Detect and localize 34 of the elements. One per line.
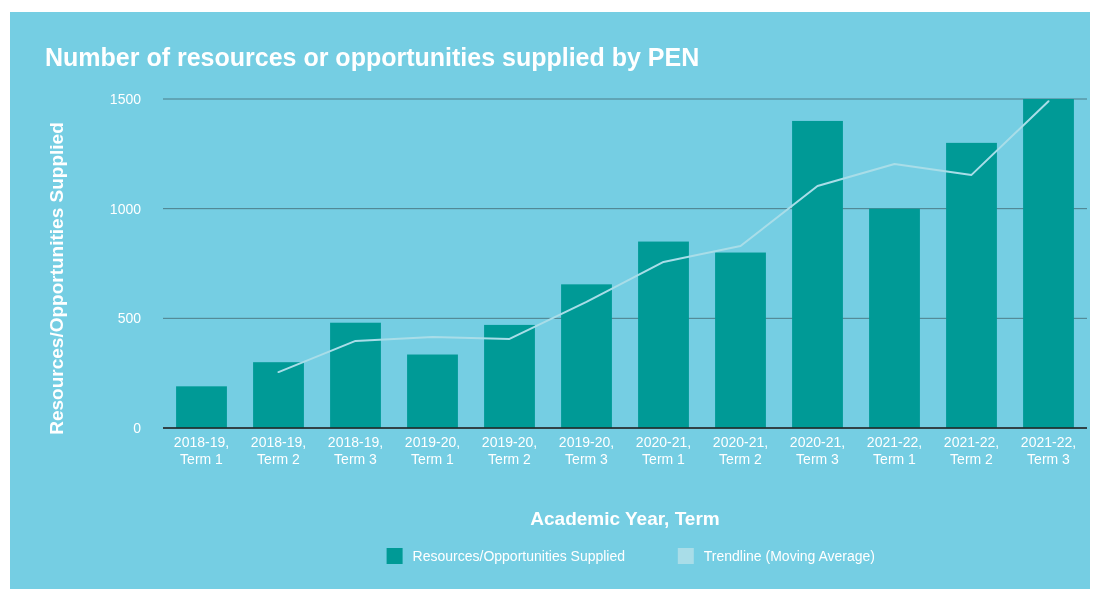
x-tick-label: 2021-22, Term 3 [1020,434,1077,467]
bar [407,354,458,428]
x-tick-label: 2020-21, Term 1 [635,434,692,467]
legend-label: Resources/Opportunities Supplied [412,547,626,564]
bar [484,324,535,428]
x-axis-title: Academic Year, Term [530,508,720,529]
x-tick-label: 2021-22, Term 1 [866,434,923,467]
y-tick-label: 1000 [109,200,142,217]
y-axis-title: Resources/Opportunities Supplied [46,122,67,435]
x-tick-label: 2019-20, Term 1 [404,434,461,467]
x-tick-label: 2021-22, Term 2 [943,434,1000,467]
y-tick-label: 500 [117,310,142,327]
x-tick-label: 2018-19, Term 2 [250,434,307,467]
y-tick-label: 0 [133,419,142,436]
y-tick-label: 1500 [109,90,142,107]
x-tick-label: 2018-19, Term 1 [173,434,230,467]
bar [869,208,920,428]
legend-label: Trendline (Moving Average) [703,547,875,564]
bar [330,322,381,428]
bar [1023,99,1074,428]
bar [253,362,304,428]
bar [792,120,843,428]
bar [176,386,227,428]
bar [561,284,612,428]
bar [946,142,997,428]
x-tick-label: 2019-20, Term 3 [558,434,615,467]
bar [715,252,766,428]
x-tick-label: 2018-19, Term 3 [327,434,384,467]
x-tick-label: 2020-21, Term 3 [789,434,846,467]
bar [638,241,689,428]
line-series [277,100,1050,374]
x-tick-label: 2020-21, Term 2 [712,434,769,467]
x-tick-label: 2019-20, Term 2 [481,434,538,467]
chart-title: Number of resources or opportunities supplied by PEN [45,43,700,71]
